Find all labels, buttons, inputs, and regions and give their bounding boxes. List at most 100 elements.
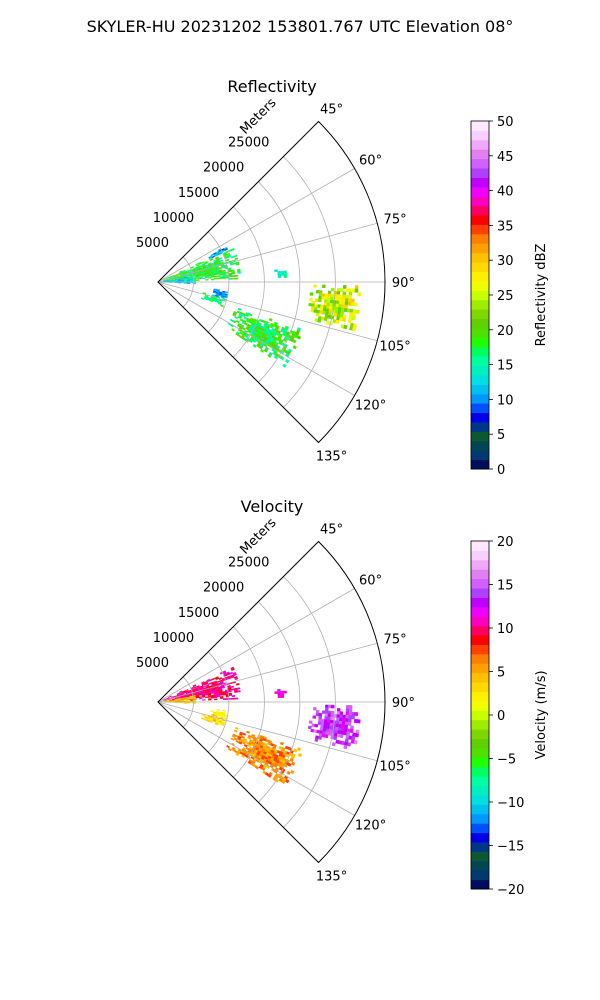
radar-gate	[259, 348, 265, 353]
colorbar-tick-label: 40	[497, 185, 514, 200]
radar-gate	[326, 299, 331, 304]
radar-gate	[330, 713, 335, 718]
radar-gate	[218, 677, 223, 680]
radar-gate	[241, 754, 246, 759]
radar-gate	[347, 318, 352, 324]
radar-gate	[341, 721, 346, 726]
azimuth-tick-label: 105°	[379, 340, 410, 355]
azimuth-tick-label: 75°	[384, 632, 407, 647]
colorbar-swatch	[471, 205, 489, 216]
colorbar-tick-label: 10	[497, 622, 514, 637]
radar-gate	[245, 339, 250, 343]
radar-gate	[209, 720, 213, 724]
colorbar-tick-label: 20	[497, 324, 514, 339]
radar-gate	[318, 298, 322, 303]
colorbar-swatch	[471, 459, 489, 470]
radar-gate	[351, 715, 355, 720]
range-tick-label: 5000	[136, 656, 169, 671]
radar-gate	[201, 695, 206, 698]
radar-gate	[220, 723, 225, 727]
colorbar-swatch	[471, 870, 489, 881]
radar-gate	[339, 733, 344, 739]
radar-gate	[207, 275, 212, 277]
radar-gate	[230, 737, 235, 741]
radar-gate	[186, 279, 191, 281]
colorbar-swatch	[471, 766, 489, 777]
radar-gate	[344, 298, 349, 303]
radar-gate	[216, 275, 221, 278]
radar-gate	[321, 293, 326, 297]
colorbar-swatch	[471, 431, 489, 442]
azimuth-tick-label: 60°	[359, 153, 382, 168]
radar-gate	[207, 696, 212, 698]
colorbar-swatch	[471, 841, 489, 852]
radar-gate	[273, 354, 278, 360]
colorbar-swatch	[471, 606, 489, 617]
radar-gate	[353, 302, 358, 307]
radar-gate	[348, 288, 353, 293]
sector-frame	[157, 540, 386, 864]
colorbar-swatch	[471, 243, 489, 254]
colorbar-swatch	[471, 374, 489, 385]
radar-gate	[309, 292, 314, 296]
radar-gate	[222, 276, 227, 279]
colorbar-tick-label: −15	[497, 840, 524, 855]
radar-gate	[354, 288, 359, 293]
radar-gate	[248, 339, 253, 343]
radar-gate	[345, 708, 350, 713]
colorbar-swatch	[471, 860, 489, 871]
radar-gate	[351, 315, 356, 321]
radar-gate	[204, 276, 209, 279]
radar-data	[160, 666, 361, 785]
radar-gate	[195, 276, 200, 279]
colorbar-swatch	[471, 215, 489, 225]
colorbar-swatch	[471, 541, 489, 551]
radar-gate	[324, 293, 329, 298]
colorbar-swatch	[471, 186, 489, 197]
range-tick-label: 25000	[228, 556, 269, 571]
radar-gate	[199, 277, 203, 280]
colorbar-tick-label: −10	[497, 796, 524, 811]
colorbar-swatch	[471, 384, 489, 395]
radar-gate	[354, 285, 359, 290]
colorbar-swatch	[471, 421, 489, 432]
radar-gate	[180, 282, 185, 284]
radar-gate	[339, 711, 344, 716]
radar-gate	[263, 348, 268, 353]
azimuth-gridline	[157, 642, 378, 703]
radar-gate	[314, 723, 319, 728]
radar-gate	[336, 291, 341, 295]
radar-gate	[327, 716, 331, 721]
radar-gate	[179, 690, 183, 693]
colorbar-swatch	[471, 879, 489, 890]
radar-gate	[324, 734, 329, 739]
radar-gate	[279, 355, 285, 361]
radar-gate	[230, 688, 235, 691]
radar-gate	[342, 291, 347, 296]
radar-gate	[277, 695, 282, 699]
radar-gate	[231, 695, 236, 698]
colorbar-tick-label: 5	[497, 428, 505, 443]
radar-gate	[330, 293, 335, 298]
radar-gate	[315, 290, 320, 294]
colorbar-swatch	[471, 290, 489, 301]
radar-gate	[285, 359, 290, 364]
radar-gate	[308, 720, 313, 724]
azimuth-gridline	[157, 281, 378, 342]
radar-gate	[318, 713, 323, 717]
radar-gate	[282, 337, 288, 342]
range-tick-label: 20000	[203, 161, 244, 176]
radar-gate	[213, 696, 218, 699]
radar-gate	[281, 779, 286, 785]
colorbar-swatch	[471, 318, 489, 329]
radar-gate	[274, 691, 278, 695]
radar-gate	[339, 294, 344, 299]
colorbar-swatch	[471, 550, 489, 561]
radar-gate	[216, 708, 220, 711]
radar-gate	[234, 697, 239, 700]
colorbar-swatch	[471, 327, 489, 338]
radar-gate	[291, 761, 296, 766]
panel-title: Velocity	[241, 497, 304, 516]
range-tick-label: 5000	[136, 236, 169, 251]
radar-gate	[326, 719, 331, 724]
